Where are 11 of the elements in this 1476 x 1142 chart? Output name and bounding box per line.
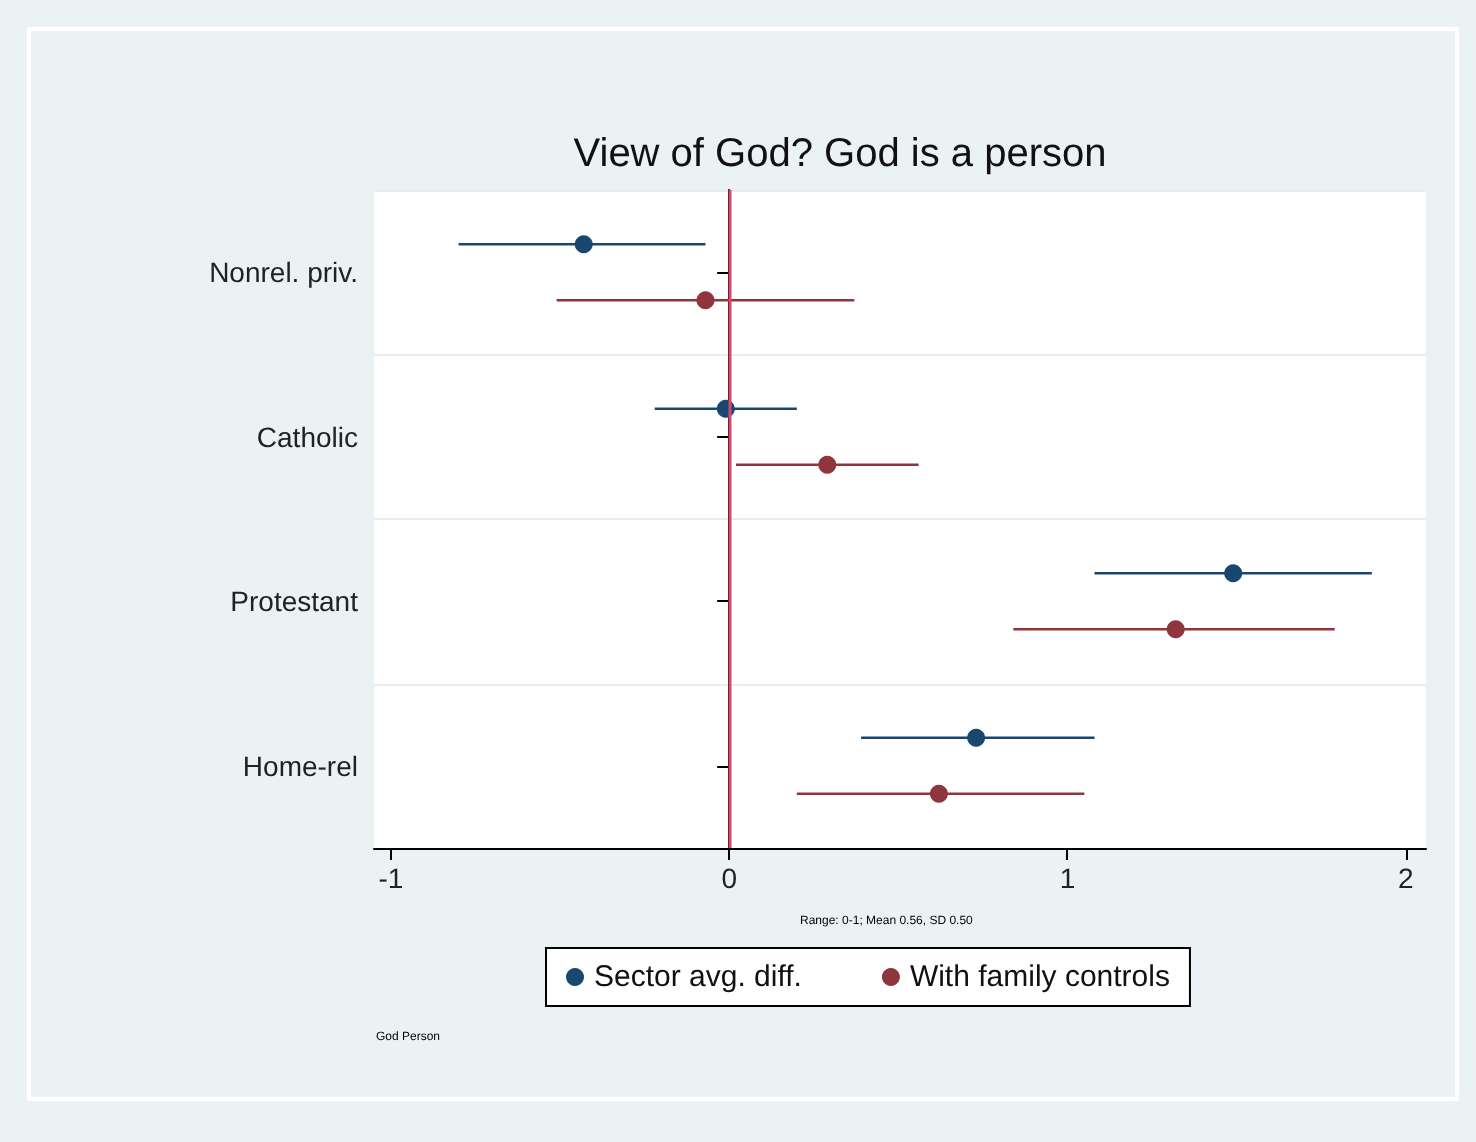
y-tick-label: Nonrel. priv. — [209, 256, 358, 289]
legend-label: With family controls — [909, 960, 1170, 994]
y-tick-label: Home-rel — [242, 749, 358, 782]
legend-label: Sector avg. diff. — [594, 960, 802, 994]
y-tick-label: Catholic — [256, 420, 358, 453]
chart-title: View of God? God is a person — [573, 132, 1107, 176]
x-tick-label: 2 — [1397, 862, 1414, 894]
x-tick-label: 0 — [721, 862, 738, 894]
y-tick-label: Protestant — [230, 585, 359, 618]
x-tick-label: -1 — [378, 862, 404, 894]
x-tick-label: 1 — [1059, 862, 1076, 894]
